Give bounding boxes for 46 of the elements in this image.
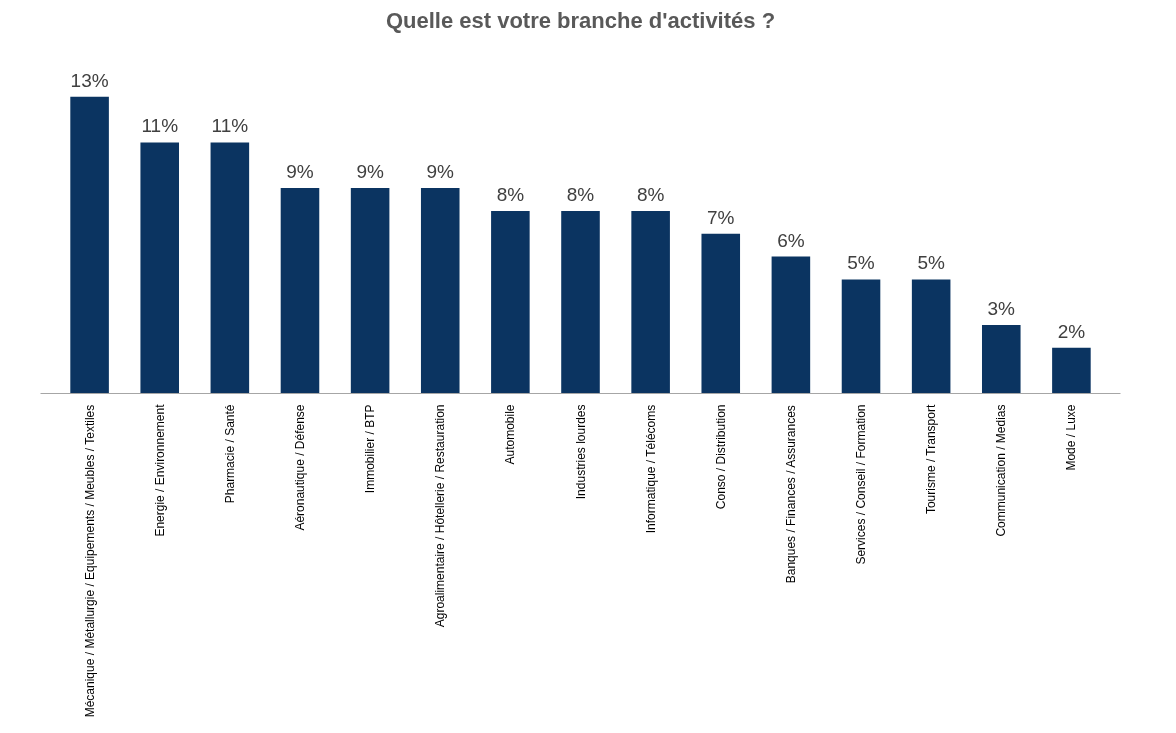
bar bbox=[140, 142, 180, 394]
x-tick-label: Energie / Environnement bbox=[152, 403, 167, 537]
bar bbox=[631, 210, 670, 394]
x-tick-label: Conso / Distribution bbox=[713, 404, 728, 510]
x-tick-label: Services / Conseil / Formation bbox=[854, 404, 869, 565]
bar bbox=[210, 142, 250, 394]
data-label: 3% bbox=[987, 298, 1016, 320]
bar bbox=[981, 325, 1021, 394]
bar bbox=[841, 279, 881, 394]
data-label: 9% bbox=[286, 161, 314, 183]
data-label: 8% bbox=[496, 183, 525, 205]
x-tick-label: Aéronautique / Défense bbox=[292, 404, 307, 531]
bar bbox=[491, 210, 530, 394]
x-tick-label: Immobilier / BTP bbox=[363, 404, 378, 494]
data-label: 11% bbox=[211, 115, 249, 137]
bar bbox=[350, 188, 390, 394]
bar bbox=[911, 279, 951, 394]
data-label: 13% bbox=[70, 69, 109, 91]
x-tick-label: Agroalimentaire / Hôtellerie / Restauration bbox=[433, 404, 448, 628]
x-tick-label: Automobile bbox=[503, 404, 518, 465]
bar bbox=[561, 210, 600, 394]
x-tick-label: Informatique / Télécoms bbox=[643, 404, 658, 534]
data-label: 9% bbox=[426, 161, 455, 183]
chart-title: Quelle est votre branche d'activités ? bbox=[385, 7, 776, 33]
x-tick-label: Communication / Medias bbox=[994, 404, 1009, 537]
bar bbox=[771, 256, 811, 394]
data-label: 6% bbox=[777, 229, 805, 251]
data-label: 5% bbox=[847, 252, 875, 274]
bar bbox=[70, 96, 109, 394]
x-tick-label: Industries lourdes bbox=[573, 404, 588, 500]
x-tick-label: Mécanique / Métallurgie / Equipements / Meubles / Textiles bbox=[82, 404, 97, 718]
x-tick-label: Pharmacie / Santé bbox=[222, 404, 237, 504]
x-tick-label: Tourisme / Transport bbox=[924, 404, 939, 515]
x-tick-label: Mode / Luxe bbox=[1064, 404, 1079, 471]
data-label: 5% bbox=[917, 252, 945, 274]
bar bbox=[280, 188, 320, 394]
data-label: 11% bbox=[141, 115, 179, 137]
data-label: 7% bbox=[707, 206, 735, 228]
x-tick-label: Banques / Finances / Assurances bbox=[783, 405, 798, 584]
bar bbox=[420, 188, 460, 394]
data-label: 8% bbox=[636, 183, 665, 205]
bar bbox=[1052, 347, 1091, 394]
data-label: 2% bbox=[1057, 320, 1086, 342]
data-label: 9% bbox=[356, 161, 384, 183]
bar bbox=[701, 233, 741, 394]
data-label: 8% bbox=[566, 183, 595, 205]
